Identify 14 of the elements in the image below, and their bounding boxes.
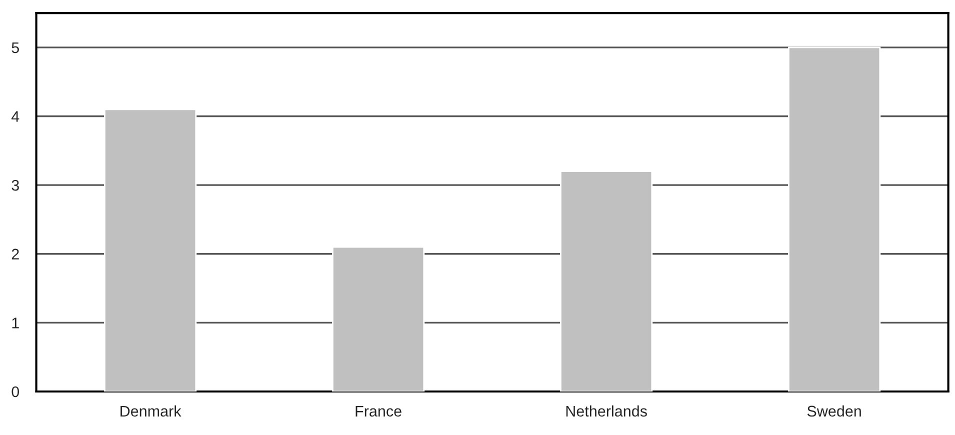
y-tick-label: 0 [12,386,20,398]
bar [104,108,197,392]
x-tick-label: France [356,406,402,417]
y-tick-label: 1 [12,318,19,328]
x-tick-label: Denmark [120,405,182,417]
y-tick-label: 4 [11,111,20,122]
x-tick-label: Netherlands [566,405,647,417]
y-tick-label: 5 [12,42,19,54]
bar [560,170,653,392]
y-tick-label: 3 [12,180,19,191]
bar [332,246,425,392]
x-tick-label: Sweden [807,405,861,417]
y-tick-label: 2 [12,248,19,260]
bar [788,46,881,392]
